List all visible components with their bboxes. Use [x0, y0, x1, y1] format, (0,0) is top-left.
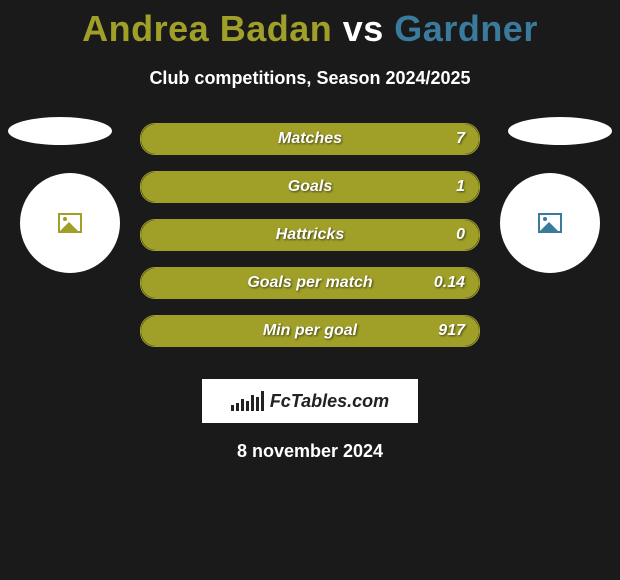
page-title: Andrea Badan vs Gardner	[0, 0, 620, 50]
stat-label: Goals	[141, 178, 479, 196]
image-placeholder-icon	[538, 213, 562, 233]
logo-text: FcTables.com	[270, 391, 389, 412]
player1-avatar-circle	[20, 173, 120, 273]
stat-row: Hattricks0	[140, 219, 480, 251]
subtitle: Club competitions, Season 2024/2025	[0, 68, 620, 89]
title-player2: Gardner	[394, 8, 538, 49]
stat-row: Min per goal917	[140, 315, 480, 347]
fctables-logo[interactable]: FcTables.com	[202, 379, 418, 423]
stat-label: Min per goal	[141, 322, 479, 340]
ellipse-left-decoration	[8, 117, 112, 145]
player2-avatar-circle	[500, 173, 600, 273]
comparison-area: Matches7Goals1Hattricks0Goals per match0…	[0, 123, 620, 363]
stat-label: Matches	[141, 130, 479, 148]
stat-row: Matches7	[140, 123, 480, 155]
stat-row: Goals per match0.14	[140, 267, 480, 299]
image-placeholder-icon	[58, 213, 82, 233]
stat-row: Goals1	[140, 171, 480, 203]
stats-list: Matches7Goals1Hattricks0Goals per match0…	[140, 123, 480, 363]
title-vs: vs	[343, 8, 384, 49]
stat-value: 1	[456, 178, 465, 196]
date-label: 8 november 2024	[0, 441, 620, 462]
logo-bars-icon	[231, 391, 264, 411]
ellipse-right-decoration	[508, 117, 612, 145]
page: Andrea Badan vs Gardner Club competition…	[0, 0, 620, 580]
title-player1: Andrea Badan	[82, 8, 332, 49]
stat-value: 0.14	[434, 274, 465, 292]
stat-label: Hattricks	[141, 226, 479, 244]
stat-label: Goals per match	[141, 274, 479, 292]
stat-value: 7	[456, 130, 465, 148]
stat-value: 917	[438, 322, 465, 340]
stat-value: 0	[456, 226, 465, 244]
